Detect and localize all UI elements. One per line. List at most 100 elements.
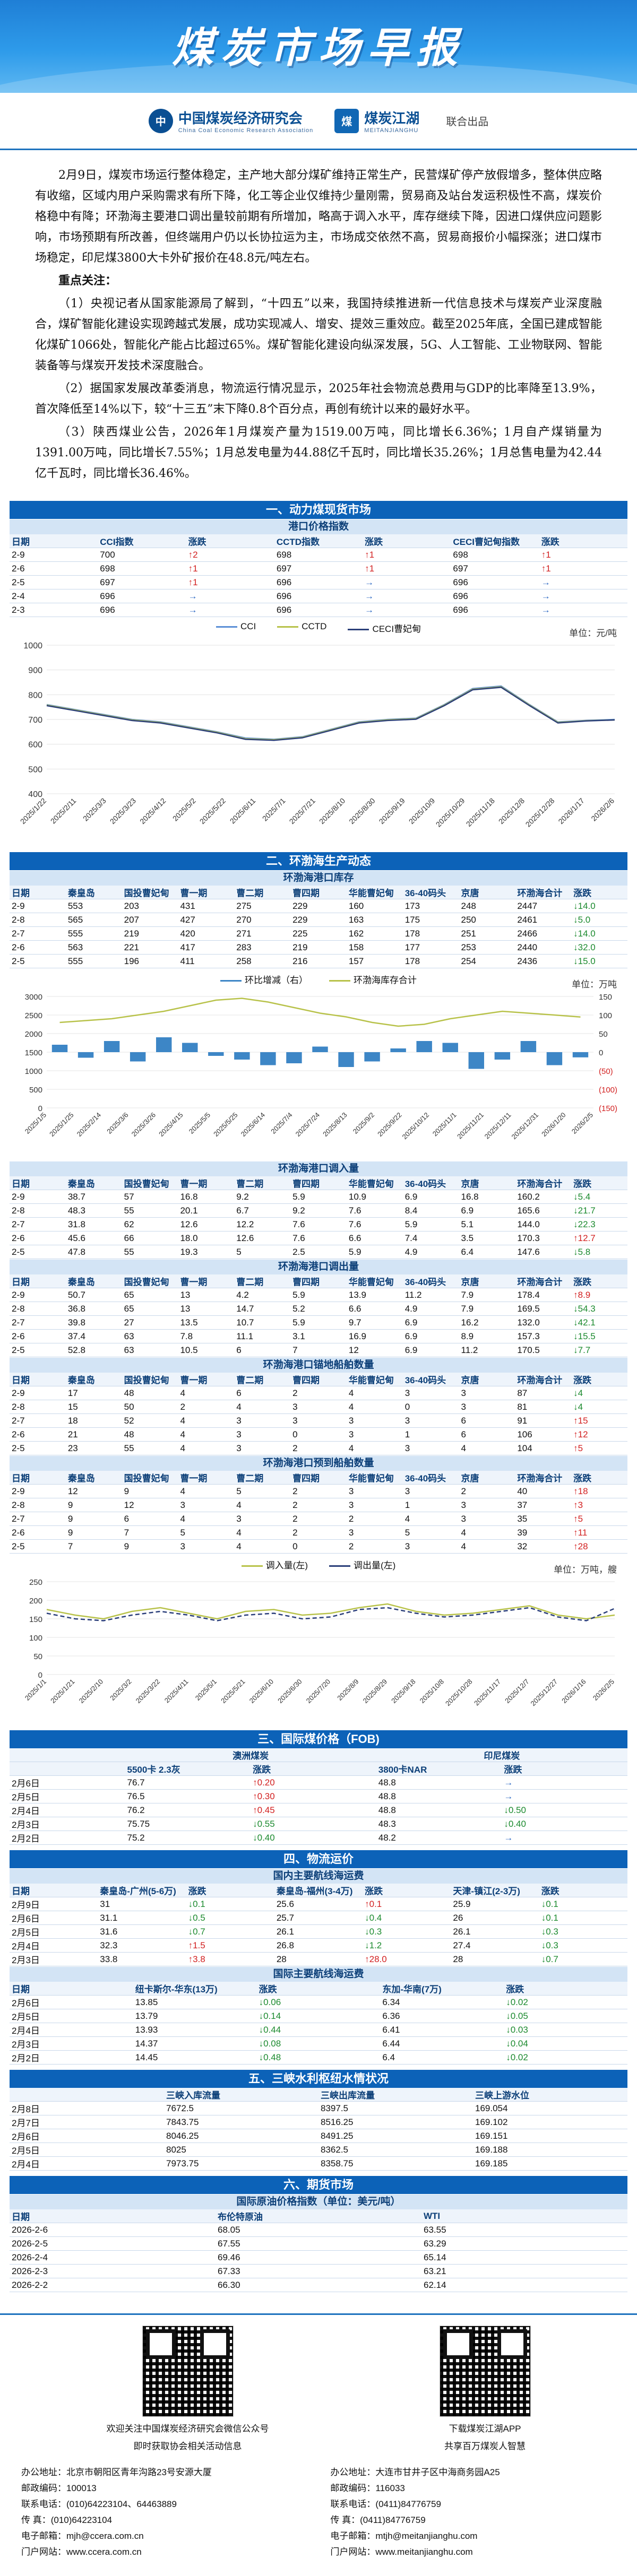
change-bar [520,1041,537,1052]
column-header: 曹一期 [178,1373,235,1386]
table-cell: 23 [65,1441,122,1455]
x-tick-label: 2025/1/25 [48,1111,75,1139]
table-cell: 28 [451,1952,539,1966]
table-cell: 9 [65,1498,122,1512]
section-international-price: 三、国际煤价格（FOB) 澳洲煤炭 印尼煤炭 5500卡 2.3灰 涨跌 3800卡… [10,1730,627,1845]
column-header: 涨跌 [539,1884,627,1897]
app-download-qr-icon[interactable] [439,2326,531,2417]
table-cell: ↓0.7 [186,1924,274,1939]
x-tick-label: 2025/10/9 [407,796,437,826]
table-cell: 3.5 [459,1231,515,1245]
x-tick-label: 2025/6/30 [276,1678,304,1705]
key-focus-heading: 重点关注： [58,274,117,288]
table-cell: 2447 [515,899,572,913]
column-header: 日期 [10,1884,98,1897]
column-header: 曹四期 [290,1373,347,1386]
x-tick-label: 2025/8/13 [321,1111,349,1139]
legend-label: CCI [240,621,256,631]
table-cell: 20.1 [178,1203,235,1218]
table-cell: 696 [274,603,363,617]
table-cell: 5.9 [290,1288,347,1302]
x-tick-label: 2026/2/5 [570,1111,595,1135]
table-cell: → [502,1831,627,1845]
table-row: 2月6日 76.7 ↑0.20 48.8 → [10,1775,627,1790]
table-cell: 3 [459,1386,515,1400]
flow-svg: 0 50 100 150 200 250 2025/1/1 2025/1/21 2025/2/1… [23,1578,616,1707]
table-cell: 2月4日 [10,2156,164,2171]
table-cell: 4 [346,1386,403,1400]
table-cell: 3 [234,1441,291,1455]
table-row: 2-8 15 50 2 4 3 4 0 3 81 ↓4 [10,1400,627,1414]
legend-item: CECI曹妃甸 [348,621,421,635]
column-header: 涨跌 [571,886,627,899]
column-header: 曹二期 [234,1373,291,1386]
table-cell: ↑1 [363,561,451,576]
table-row: 2-6 9 7 5 4 2 3 5 4 39 ↑11 [10,1525,627,1540]
table-cell: 2 [290,1441,347,1455]
table-cell: 2-6 [10,1231,66,1245]
table-cell: 63.29 [421,2236,627,2251]
table-row: 2-5 47.8 55 19.3 5 2.5 5.9 4.9 6.4 147.6 ↓5.8 [10,1245,627,1259]
table-cell: 221 [122,940,178,955]
table-cell: 2026-2-4 [10,2250,216,2265]
table-cell: 6 [122,1512,178,1526]
x-tick-label: 2025/11/21 [455,1111,485,1141]
table-cell: 0 [402,1400,459,1414]
table-cell: → [502,1775,627,1790]
x-tick-label: 2025/1/1 [23,1678,48,1702]
table-cell: 12.2 [234,1217,291,1231]
table-cell: 3 [402,1413,459,1428]
column-header: 涨跌 [504,1982,627,1996]
table-cell: 28 [274,1952,363,1966]
ccera-wechat-qr-icon[interactable] [142,2326,234,2417]
table-cell: 7.6 [346,1203,403,1218]
x-tick-label: 2025/3/23 [108,796,138,826]
y-tick-label: 1000 [25,1067,42,1076]
x-tick-label: 2025/4/15 [157,1111,185,1139]
table-cell: 16.8 [178,1190,235,1204]
table-cell: 50 [122,1400,178,1414]
table-row: 2-5 23 55 4 3 2 4 3 4 104 ↑5 [10,1441,627,1455]
ccera-name-en: China Coal Economic Research Association [178,127,314,134]
contact-line: 邮政编码：100013 [21,2483,97,2493]
column-header: 涨跌 [571,1176,627,1190]
table-cell: 0 [290,1539,347,1554]
table-cell: 2026-2-2 [10,2278,216,2292]
column-header: 秦皇岛 [65,1176,122,1190]
table-cell: 3 [402,1386,459,1400]
x-tick-label: 2025/5/2 [171,796,197,823]
x-tick-label: 2025/11/17 [472,1678,502,1707]
table-cell: 48.3 [65,1203,122,1218]
table-cell: 2-7 [10,1217,66,1231]
table-row: 2月5日 13.79 ↓0.14 6.36 ↓0.05 [10,2009,627,2023]
table-cell: 696 [274,575,363,589]
column-header: CECI曹妃甸指数 [451,534,539,548]
table-cell: ↑28.0 [363,1952,451,1966]
table-row: 2-8 36.8 65 13 14.7 5.2 6.6 4.9 7.9 169.5 ↓54.3 [10,1302,627,1316]
table-cell: 10.7 [234,1315,291,1330]
table-cell: 698 [274,548,363,562]
table-cell: ↑5 [571,1512,627,1526]
x-tick-label: 2025/3/26 [130,1111,158,1139]
table-cell: 6.41 [380,2023,504,2037]
column-header: 国投曹妃甸 [122,1176,178,1190]
table-cell: 2月6日 [10,1995,133,2009]
table-cell: ↓0.3 [539,1924,627,1939]
table-cell: 14.7 [234,1302,291,1316]
table-cell: 13.5 [178,1315,235,1330]
table-cell: ↓15.0 [571,954,627,968]
table-cell: 5 [178,1525,235,1540]
column-header: 36-40码头 [402,1176,459,1190]
table-cell: 62 [122,1217,178,1231]
contact-line: 电子邮箱：mjh@ccera.com.cn [21,2531,144,2541]
table-cell: ↑3 [571,1498,627,1512]
table-cell: 5.1 [459,1217,515,1231]
table-cell: 3 [178,1539,235,1554]
table-cell: 5.2 [290,1302,347,1316]
x-tick-label: 2025/1/22 [19,796,48,826]
table-cell: 2 [290,1498,347,1512]
table-cell: ↓0.06 [256,1995,381,2009]
legend-swatch-icon [329,1565,350,1567]
table-cell: 3 [402,1539,459,1554]
table-cell: 2-9 [10,899,66,913]
